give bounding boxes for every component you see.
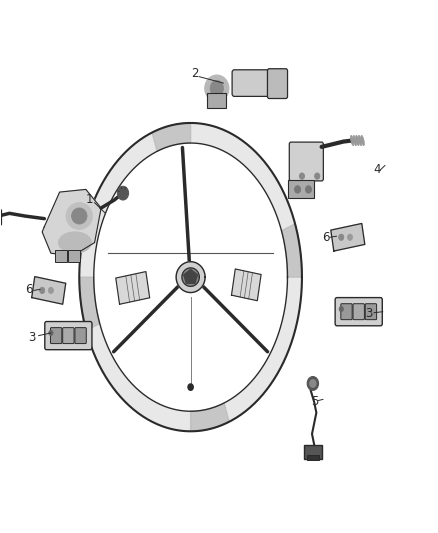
Ellipse shape	[353, 135, 357, 146]
Polygon shape	[176, 262, 205, 293]
Polygon shape	[116, 272, 150, 304]
Polygon shape	[331, 223, 365, 251]
FancyBboxPatch shape	[75, 328, 86, 344]
Ellipse shape	[361, 135, 364, 146]
Circle shape	[307, 376, 318, 390]
Text: 4: 4	[373, 164, 381, 176]
Circle shape	[294, 185, 300, 193]
Polygon shape	[191, 403, 229, 431]
Ellipse shape	[66, 203, 92, 229]
Circle shape	[48, 287, 53, 294]
Text: 3: 3	[28, 331, 35, 344]
Circle shape	[39, 287, 45, 294]
FancyBboxPatch shape	[207, 93, 226, 108]
FancyBboxPatch shape	[335, 297, 382, 326]
FancyBboxPatch shape	[341, 304, 352, 320]
Polygon shape	[184, 269, 198, 284]
FancyBboxPatch shape	[45, 321, 92, 350]
Polygon shape	[94, 143, 287, 411]
Polygon shape	[282, 224, 302, 277]
FancyBboxPatch shape	[365, 304, 377, 320]
FancyBboxPatch shape	[304, 445, 321, 459]
Ellipse shape	[72, 208, 87, 224]
Text: 3: 3	[365, 307, 373, 320]
FancyBboxPatch shape	[268, 69, 288, 99]
Text: 2: 2	[191, 67, 199, 80]
Ellipse shape	[356, 135, 359, 146]
Polygon shape	[152, 123, 191, 151]
FancyBboxPatch shape	[0, 209, 2, 225]
Ellipse shape	[205, 75, 229, 102]
Text: 6: 6	[25, 283, 33, 296]
Circle shape	[339, 306, 343, 312]
FancyBboxPatch shape	[55, 250, 67, 262]
FancyBboxPatch shape	[288, 180, 314, 198]
Circle shape	[117, 186, 129, 200]
Ellipse shape	[59, 232, 91, 253]
Circle shape	[339, 234, 344, 240]
Circle shape	[310, 379, 316, 387]
Circle shape	[347, 234, 353, 240]
Circle shape	[299, 173, 304, 179]
Text: 5: 5	[311, 395, 318, 408]
Polygon shape	[182, 268, 199, 286]
Circle shape	[49, 330, 53, 336]
Polygon shape	[79, 123, 302, 431]
Polygon shape	[232, 269, 261, 301]
FancyBboxPatch shape	[63, 328, 74, 344]
FancyBboxPatch shape	[50, 328, 62, 344]
Circle shape	[188, 384, 193, 390]
Ellipse shape	[350, 135, 354, 146]
FancyBboxPatch shape	[289, 142, 323, 181]
Polygon shape	[42, 189, 101, 256]
FancyBboxPatch shape	[68, 250, 80, 262]
Ellipse shape	[210, 80, 223, 96]
Circle shape	[314, 173, 320, 179]
FancyBboxPatch shape	[232, 70, 274, 96]
FancyBboxPatch shape	[307, 455, 318, 460]
Polygon shape	[32, 277, 66, 304]
Text: 6: 6	[322, 231, 330, 244]
Circle shape	[305, 185, 311, 193]
Text: 1: 1	[86, 193, 93, 206]
Polygon shape	[79, 277, 100, 330]
Ellipse shape	[358, 135, 362, 146]
FancyBboxPatch shape	[353, 304, 364, 320]
